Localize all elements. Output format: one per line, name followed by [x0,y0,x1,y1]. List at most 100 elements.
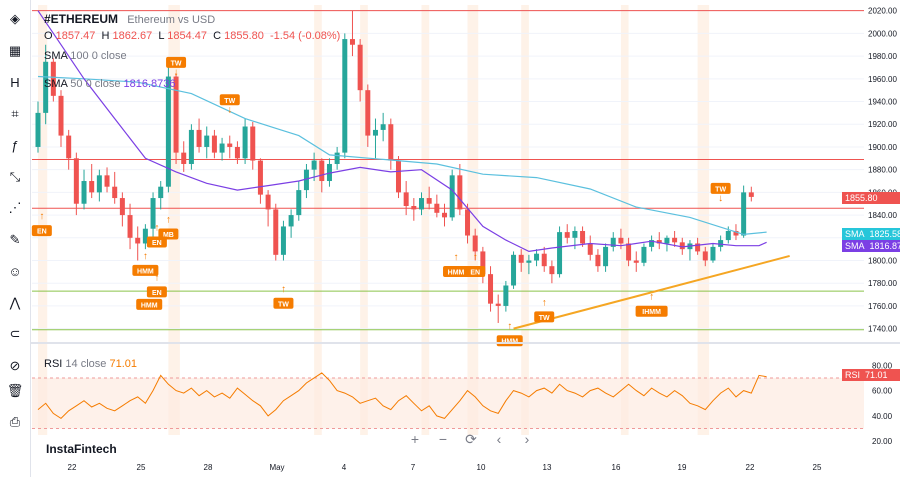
reset-button[interactable]: ⟳ [465,430,477,447]
candle-body [349,39,355,45]
sma-a-value: 1825.58 [869,229,900,239]
candle-body [656,240,662,244]
candle-body [334,152,340,164]
trendline [513,254,790,330]
scroll-left-button[interactable]: ‹ [496,431,502,447]
candle-body [503,285,509,306]
x-tick-label: 10 [477,463,486,472]
y-tick-label: 1840.00 [868,211,897,220]
eye-off-icon[interactable]: ⊘ [9,357,21,373]
candle-body [426,198,432,204]
heading-icon[interactable]: H [10,74,20,90]
pattern-label: HMM [137,268,154,275]
y-tick-label: 1740.00 [868,325,897,334]
candle-body [649,240,655,247]
rsi-params: 14 close [65,358,107,370]
candle-body [280,226,286,255]
rsi-band [32,377,864,429]
zoom-in-button[interactable]: + [410,431,420,447]
sma50-legend[interactable]: SMA 50 0 close 1816.8736 [44,78,176,90]
candle-body [188,129,194,164]
candle-body [518,254,524,263]
sma100-legend[interactable]: SMA 100 0 close [44,50,127,62]
pattern-arrow: ↓ [174,67,179,78]
scroll-right-button[interactable]: › [524,431,530,447]
rsi-tick-label: 40.00 [872,412,893,421]
fx-icon[interactable]: ƒ [11,137,19,153]
sma50-value: 1816.8736 [123,78,176,90]
pattern-label: TW [278,301,289,308]
pattern-icon[interactable]: ⋀ [9,294,21,310]
pattern-arrow: ↑ [473,252,478,263]
candle-body [211,135,217,153]
candle-body [319,160,325,182]
indicator-icon[interactable]: ⌗ [11,105,19,121]
pattern-badge [273,297,294,309]
candle-body [50,61,56,96]
sma100-params: 100 0 close [70,50,127,62]
candle-body [457,175,463,210]
rsi-tick-label: 20.00 [872,437,893,446]
trash-icon[interactable]: 🗑 [6,383,24,398]
candle-body [557,232,563,275]
rsi-tag: RSI 71.01 [842,369,900,381]
candle-body [311,160,317,170]
candle-body [342,39,348,153]
multi-line-icon[interactable]: ⋰ [8,200,22,215]
watermark: InstaFintech [46,442,117,456]
session-band [38,5,48,435]
session-band [360,5,368,435]
candle-body [81,181,87,204]
candle-body [365,90,371,136]
pattern-badge [534,311,555,323]
candle-body [580,230,586,244]
magnet-icon[interactable]: ⊂ [9,326,21,341]
pattern-arrow: ↑ [166,214,171,225]
high-label: H [101,30,110,42]
last-price-value: 1855.80 [845,193,878,203]
pattern-arrow: ↑ [507,321,512,332]
pattern-arrow: ↑ [454,252,459,263]
candle-body [718,240,724,247]
price-chart[interactable]: 2020.002000.001980.001960.001940.001920.… [30,0,900,477]
pattern-label: TW [224,98,235,105]
candle-body [127,215,133,238]
emoji-icon[interactable]: ☺ [8,263,22,279]
sma-b-value: 1816.87 [869,241,900,251]
close-label: C [213,30,222,42]
chart-logo-icon[interactable]: ◈ [10,11,20,26]
high-value: 1862.67 [112,30,153,42]
brush-icon[interactable]: ✎ [9,231,21,247]
candle-body [741,192,747,236]
candle-body [104,175,110,187]
pattern-label: TW [171,60,182,67]
pattern-badge [443,265,470,277]
candle-body [572,230,578,238]
lock-icon[interactable]: ⎙ [9,414,21,429]
pattern-label: TW [539,315,550,322]
pattern-badge [31,225,52,237]
zoom-out-button[interactable]: − [438,431,448,447]
pattern-arrow: ↑ [154,272,159,283]
session-band [620,5,629,435]
candle-body [242,126,248,159]
candle-body [288,215,294,227]
grid-icon[interactable]: ▦ [8,42,22,58]
rsi-legend[interactable]: RSI 14 close 71.01 [44,358,137,370]
candle-body [227,143,233,147]
candle-body [380,124,386,130]
candle-body [411,206,417,210]
pattern-label: EN [152,240,162,247]
session-band [697,5,710,435]
sma50-line [37,10,767,253]
candle-body [710,246,716,261]
drawing-toolbar: ◈ ▦ H ⌗ ƒ ⤡ ⋰ ✎ ☺ ⋀ ⊂ ⊘ 🗑 ⎙ [0,0,31,477]
sma-b-tag: SMA 1816.87 [842,240,900,252]
session-band [521,5,529,435]
path-icon[interactable]: ⤡ [9,168,21,184]
candle-body [549,266,555,275]
candle-body [679,242,685,250]
session-band [168,5,180,435]
candle-body [472,235,478,252]
change-value: -1.54 (-0.08%) [270,30,341,42]
